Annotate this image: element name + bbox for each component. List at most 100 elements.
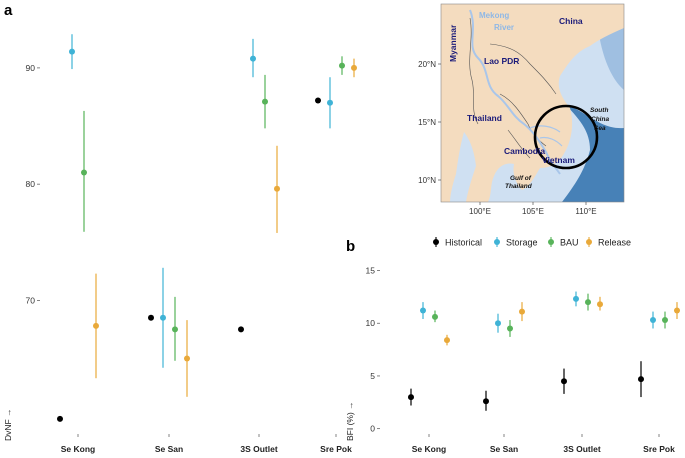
map-label-gulf-2: Thailand <box>505 183 533 190</box>
x-category-se-san: Se San <box>490 444 518 454</box>
x-category-se-kong: Se Kong <box>412 444 446 454</box>
point-historical-se-san <box>148 314 154 321</box>
point-historical-3s-outlet <box>238 326 244 333</box>
point-storage-se-san <box>160 314 166 321</box>
point-bau-se-kong <box>81 169 87 176</box>
map-border-china <box>489 43 557 95</box>
point-release-sre-pok <box>674 307 680 314</box>
map-lon-tick-105: 105°E <box>522 207 544 216</box>
map-lat-tick-10: 10°N <box>418 176 436 185</box>
map-mekong-river <box>469 9 561 175</box>
point-storage-3s-outlet <box>573 295 579 302</box>
map-label-china: China <box>559 16 583 26</box>
point-storage-se-san <box>495 320 501 327</box>
x-category-sre-pok: Sre Pok <box>643 444 675 454</box>
panel-b-x-categories: Se Kong Se San 3S Outlet Sre Pok <box>412 434 675 454</box>
legend: Historical Storage BAU Release <box>433 237 631 248</box>
x-category-3s-outlet: 3S Outlet <box>563 444 600 454</box>
legend-storage-label: Storage <box>506 238 538 248</box>
panel-b-marks <box>408 291 680 411</box>
point-storage-se-kong <box>420 307 426 314</box>
map-label-lao: Lao PDR <box>484 56 519 66</box>
panel-b-y-ticks: 0 5 10 15 <box>366 265 380 434</box>
legend-bau-marker <box>548 239 554 245</box>
point-release-se-san <box>519 308 525 315</box>
map-label-sea-1: South <box>590 107 608 114</box>
point-storage-sre-pok <box>650 317 656 324</box>
y-tick-label-10: 10 <box>366 318 376 328</box>
point-bau-3s-outlet <box>585 299 591 306</box>
map-lon-tick-110: 110°E <box>575 207 596 216</box>
map-label-thailand: Thailand <box>467 113 502 123</box>
map-inset: Mekong River China Myanmar Lao PDR Thail… <box>418 3 625 216</box>
map-lon-tick-100: 100°E <box>469 207 491 216</box>
panel-b-chart: Historical Storage BAU Release 0 5 10 15 Se… <box>345 237 680 454</box>
map-border-cambodia <box>507 129 531 159</box>
x-category-se-san: Se San <box>155 444 183 454</box>
point-historical-se-san <box>483 398 489 405</box>
point-historical-se-kong <box>408 394 414 401</box>
map-border-myanmar <box>469 17 479 125</box>
point-historical-se-kong <box>57 415 63 422</box>
legend-bau-label: BAU <box>560 238 579 248</box>
legend-release-marker <box>586 239 592 245</box>
map-label-mekong: Mekong <box>479 11 509 20</box>
map-label-cambodia: Cambodia <box>504 146 545 156</box>
panel-b-letter: b <box>346 238 355 255</box>
panel-a-chart: 70 80 90 Se Kong Se San 3S Outlet Sre Pok DvN… <box>3 34 357 454</box>
map-label-gulf-1: Gulf of <box>510 175 532 182</box>
legend-release-label: Release <box>598 238 631 248</box>
point-storage-sre-pok <box>327 99 333 106</box>
panel-a-y-ticks: 70 80 90 <box>26 63 40 305</box>
x-category-sre-pok: Sre Pok <box>320 444 352 454</box>
point-bau-sre-pok <box>339 62 345 69</box>
point-bau-se-san <box>172 326 178 333</box>
panel-b-y-axis-title: BFI (%) → <box>345 401 355 441</box>
map-label-myanmar: Myanmar <box>448 24 458 62</box>
legend-item-release: Release <box>586 237 631 248</box>
legend-historical-marker <box>433 239 439 245</box>
panel-a-x-categories: Se Kong Se San 3S Outlet Sre Pok <box>61 434 352 454</box>
point-historical-3s-outlet <box>561 378 567 385</box>
study-area-circle <box>533 104 599 170</box>
y-tick-label-0: 0 <box>370 424 375 434</box>
map-label-sea-2: China <box>591 116 609 123</box>
point-storage-3s-outlet <box>250 55 256 62</box>
point-bau-se-san <box>507 325 513 332</box>
point-release-se-kong <box>444 337 450 344</box>
point-release-sre-pok <box>351 64 357 71</box>
panel-a-marks <box>57 34 357 422</box>
point-historical-sre-pok <box>315 97 321 104</box>
map-tributaries <box>529 125 563 147</box>
map-label-vietnam: Vietnam <box>542 155 575 165</box>
y-tick-label-15: 15 <box>366 265 376 275</box>
point-bau-se-kong <box>432 313 438 320</box>
legend-storage-marker <box>494 239 500 245</box>
point-release-3s-outlet <box>274 185 280 192</box>
panel-a-y-axis-title: DvNF → <box>3 408 13 441</box>
y-tick-label-70: 70 <box>26 295 36 305</box>
y-tick-label-5: 5 <box>370 371 375 381</box>
x-category-se-kong: Se Kong <box>61 444 95 454</box>
point-historical-sre-pok <box>638 376 644 383</box>
legend-item-historical: Historical <box>433 237 482 248</box>
point-release-se-san <box>184 355 190 362</box>
point-bau-sre-pok <box>662 317 668 324</box>
y-tick-label-80: 80 <box>26 179 36 189</box>
map-label-river: River <box>494 23 514 32</box>
y-tick-label-90: 90 <box>26 63 36 73</box>
point-storage-se-kong <box>69 48 75 55</box>
point-release-se-kong <box>93 322 99 329</box>
map-label-sea-3: Sea <box>594 125 606 132</box>
legend-item-storage: Storage <box>494 237 538 248</box>
legend-item-bau: BAU <box>548 237 579 248</box>
map-frame <box>440 3 625 203</box>
point-bau-3s-outlet <box>262 98 268 105</box>
panel-a-letter: a <box>4 2 13 19</box>
legend-historical-label: Historical <box>445 238 482 248</box>
point-release-3s-outlet <box>597 301 603 308</box>
map-land <box>441 4 624 202</box>
map-lat-tick-20: 20°N <box>418 60 436 69</box>
map-lat-tick-15: 15°N <box>418 118 436 127</box>
